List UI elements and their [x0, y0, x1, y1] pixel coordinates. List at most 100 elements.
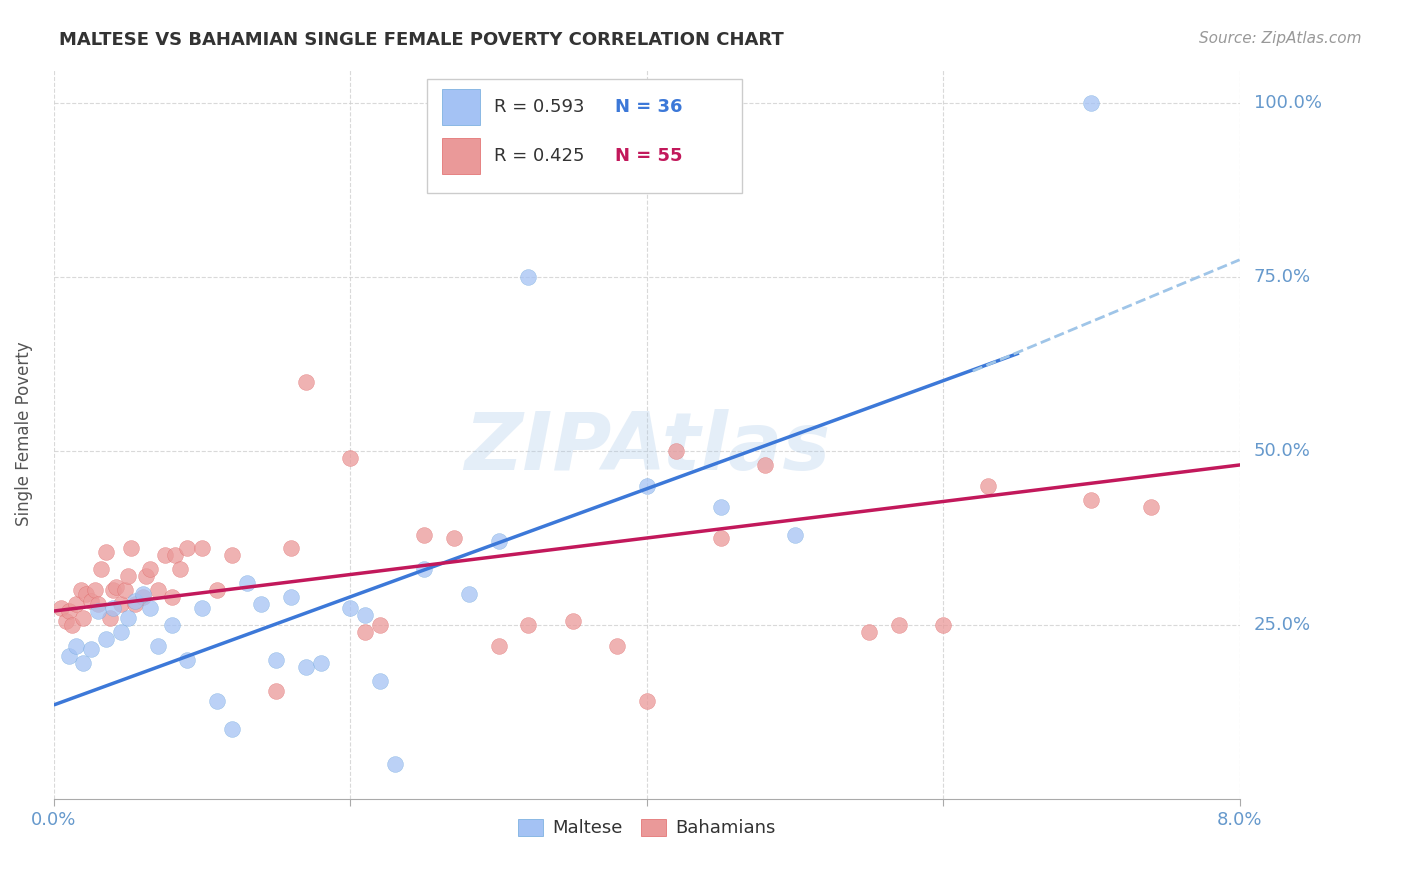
Point: [710, 531, 733, 545]
Point: [51, 600, 73, 615]
Point: [339, 600, 361, 615]
Point: [165, 549, 187, 563]
Bar: [441, 89, 479, 126]
Point: [135, 569, 157, 583]
Point: [139, 600, 162, 615]
Text: Source: ZipAtlas.com: Source: ZipAtlas.com: [1198, 31, 1361, 46]
Point: [384, 757, 406, 772]
Point: [58, 649, 80, 664]
Point: [169, 562, 191, 576]
Point: [858, 624, 880, 639]
Point: [1139, 500, 1161, 514]
Point: [162, 618, 184, 632]
Point: [606, 639, 628, 653]
Point: [295, 659, 318, 673]
Point: [176, 653, 198, 667]
Point: [636, 479, 658, 493]
Point: [58, 604, 80, 618]
Point: [368, 673, 391, 688]
Point: [443, 531, 465, 545]
Point: [65, 639, 87, 653]
Point: [75, 587, 97, 601]
Point: [354, 607, 377, 622]
Point: [280, 541, 302, 556]
Point: [457, 587, 479, 601]
Point: [69, 583, 91, 598]
Point: [517, 618, 540, 632]
Text: 25.0%: 25.0%: [1254, 616, 1310, 634]
Point: [205, 583, 228, 598]
Point: [84, 583, 107, 598]
Point: [309, 657, 332, 671]
Point: [754, 458, 776, 472]
Legend: Maltese, Bahamians: Maltese, Bahamians: [510, 812, 783, 845]
Text: R = 0.593: R = 0.593: [494, 98, 585, 116]
Point: [94, 545, 117, 559]
Point: [60, 618, 83, 632]
Point: [110, 624, 132, 639]
Point: [176, 541, 198, 556]
Point: [80, 642, 103, 657]
Point: [205, 694, 228, 708]
Point: [94, 632, 117, 646]
Point: [191, 600, 214, 615]
Point: [55, 615, 77, 629]
Point: [1080, 96, 1102, 111]
Point: [368, 618, 391, 632]
Point: [101, 600, 124, 615]
Point: [191, 541, 214, 556]
FancyBboxPatch shape: [427, 79, 741, 193]
Point: [98, 611, 121, 625]
Point: [783, 527, 806, 541]
Point: [354, 624, 377, 639]
Point: [146, 639, 169, 653]
Point: [146, 583, 169, 598]
Point: [488, 639, 510, 653]
Point: [636, 694, 658, 708]
Point: [235, 576, 257, 591]
Point: [264, 684, 287, 698]
Text: MALTESE VS BAHAMIAN SINGLE FEMALE POVERTY CORRELATION CHART: MALTESE VS BAHAMIAN SINGLE FEMALE POVERT…: [59, 31, 783, 49]
Point: [80, 593, 103, 607]
Point: [561, 615, 583, 629]
Text: 50.0%: 50.0%: [1254, 442, 1310, 460]
Point: [250, 597, 273, 611]
Point: [132, 590, 155, 604]
Point: [72, 611, 94, 625]
Bar: [441, 138, 479, 175]
Point: [517, 270, 540, 285]
Point: [101, 583, 124, 598]
Point: [887, 618, 910, 632]
Point: [114, 583, 136, 598]
Point: [117, 611, 139, 625]
Point: [153, 549, 176, 563]
Point: [976, 479, 998, 493]
Point: [413, 527, 436, 541]
Point: [932, 618, 955, 632]
Text: 75.0%: 75.0%: [1254, 268, 1310, 286]
Point: [117, 569, 139, 583]
Point: [162, 590, 184, 604]
Point: [280, 590, 302, 604]
Point: [65, 597, 87, 611]
Point: [87, 597, 110, 611]
Text: N = 36: N = 36: [614, 98, 682, 116]
Point: [90, 562, 112, 576]
Point: [87, 604, 110, 618]
Text: ZIPAtlas: ZIPAtlas: [464, 409, 830, 487]
Point: [264, 653, 287, 667]
Point: [1080, 492, 1102, 507]
Point: [124, 593, 146, 607]
Y-axis label: Single Female Poverty: Single Female Poverty: [15, 342, 32, 526]
Point: [221, 549, 243, 563]
Point: [132, 587, 155, 601]
Point: [339, 450, 361, 465]
Point: [488, 534, 510, 549]
Point: [72, 657, 94, 671]
Point: [120, 541, 142, 556]
Text: N = 55: N = 55: [614, 147, 682, 165]
Point: [110, 597, 132, 611]
Point: [124, 597, 146, 611]
Point: [105, 580, 128, 594]
Point: [413, 562, 436, 576]
